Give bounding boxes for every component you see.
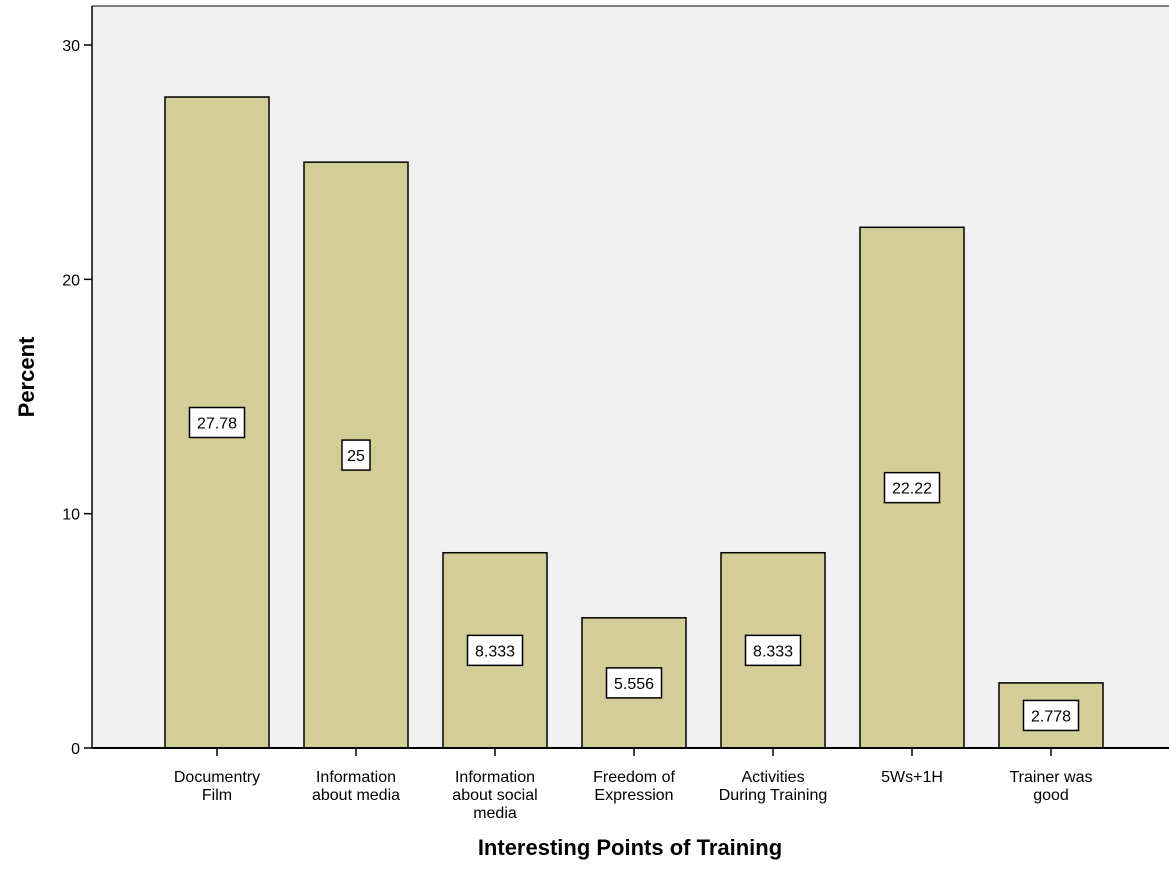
y-tick-label: 30 — [62, 38, 80, 55]
data-label: 2.778 — [1024, 700, 1079, 730]
x-tick-label: 5Ws+1H — [881, 769, 943, 786]
data-label-text: 22.22 — [892, 481, 932, 498]
data-label-text: 2.778 — [1031, 708, 1071, 725]
x-axis: Documentry Film Information about media Info… — [92, 748, 1169, 822]
x-axis-title: Interesting Points of Training — [478, 835, 782, 860]
data-label-text: 5.556 — [614, 676, 654, 693]
y-tick-label: 0 — [71, 741, 80, 758]
data-label: 8.333 — [468, 635, 523, 665]
y-axis-title: Percent — [14, 336, 39, 417]
x-tick-label: Freedom of Expression — [593, 769, 675, 804]
x-tick-label: Documentry Film — [174, 769, 260, 804]
x-tick-label: Information about media — [312, 769, 400, 804]
data-label: 5.556 — [607, 668, 662, 698]
x-tick-label: Information about social media — [452, 769, 537, 822]
y-tick-label: 20 — [62, 272, 80, 289]
data-label: 22.22 — [885, 473, 940, 503]
data-label: 27.78 — [190, 408, 245, 438]
data-label: 25 — [342, 440, 370, 470]
data-label: 8.333 — [746, 635, 801, 665]
data-label-text: 8.333 — [753, 643, 793, 660]
x-tick-label: Trainer was good — [1010, 769, 1093, 804]
y-tick-label: 10 — [62, 507, 80, 524]
data-label-text: 8.333 — [475, 643, 515, 660]
data-label-text: 27.78 — [197, 416, 237, 433]
x-tick-label: Activities During Training — [719, 769, 828, 804]
data-label-text: 25 — [347, 448, 365, 465]
